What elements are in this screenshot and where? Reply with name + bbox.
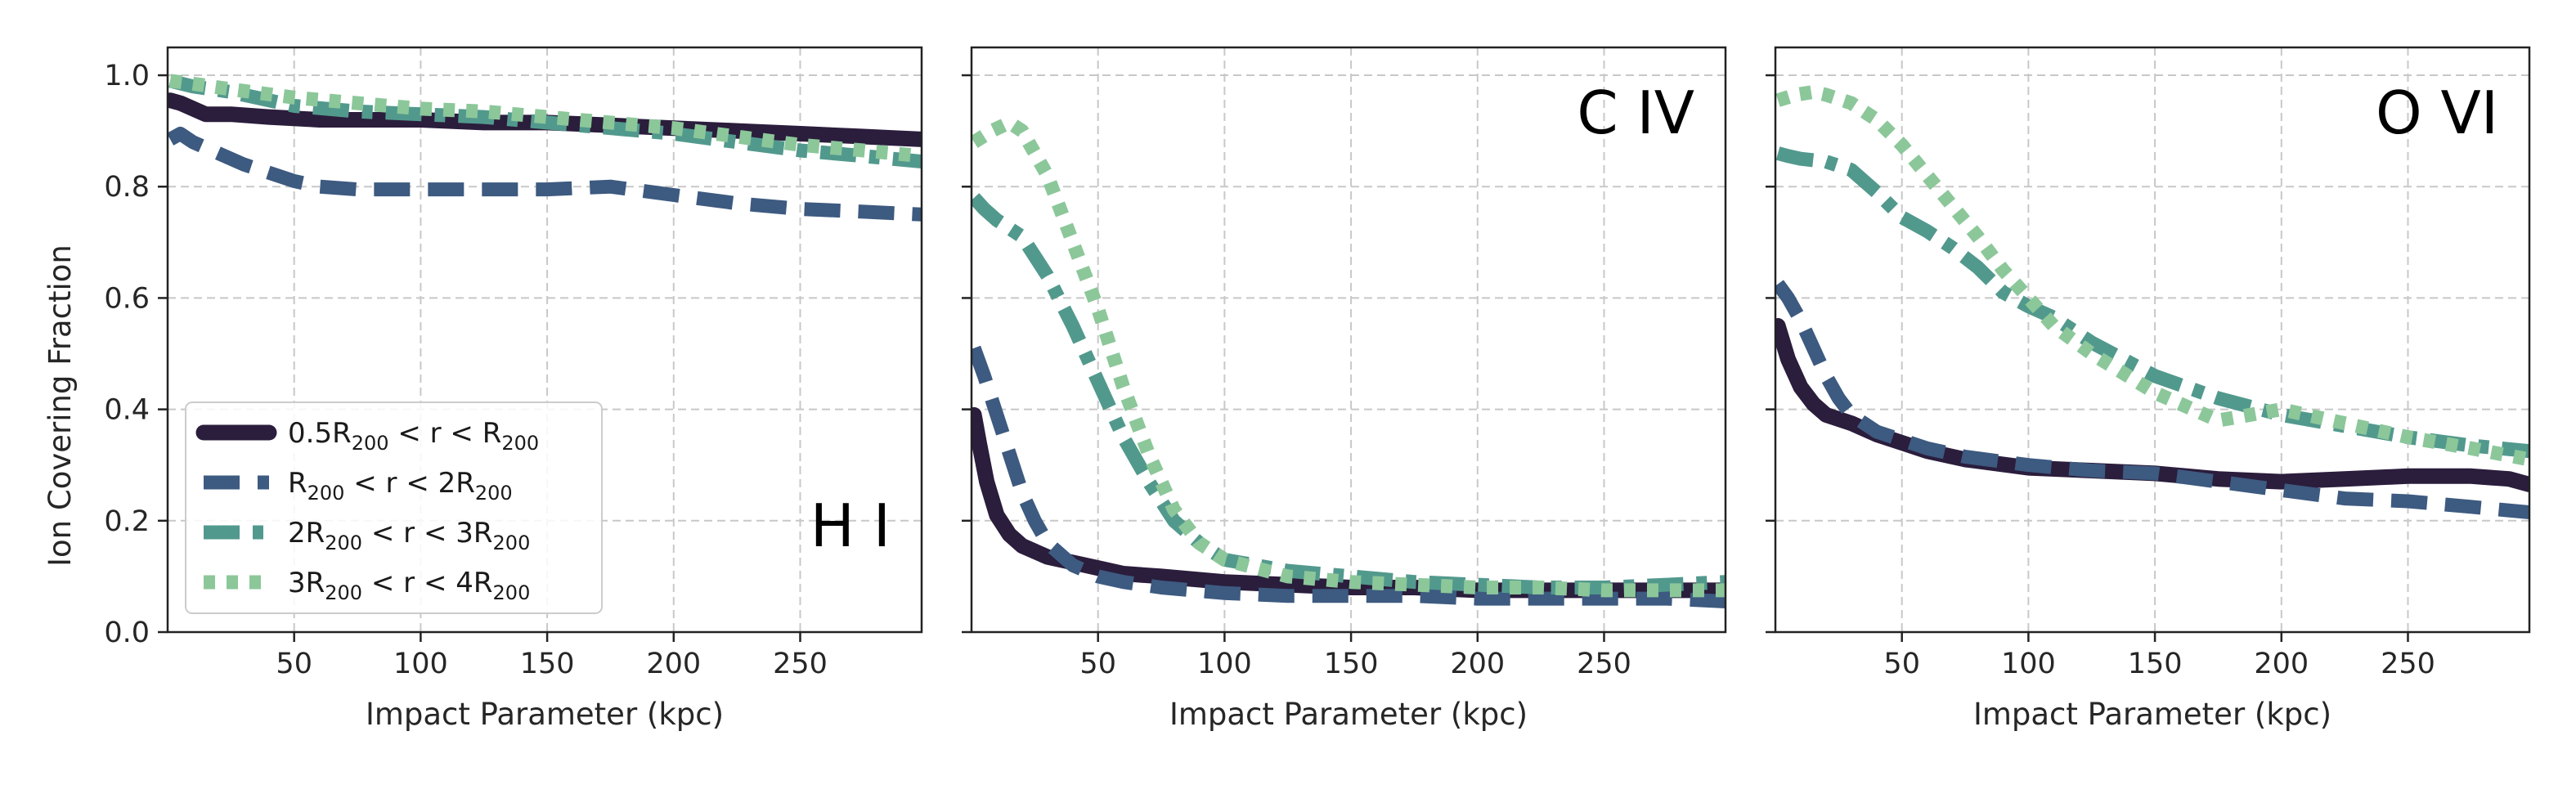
x-tick-label: 250: [2381, 648, 2435, 680]
series-line-dashed: [972, 345, 1726, 608]
x-tick-label: 100: [2001, 648, 2056, 680]
y-tick-label: 0.8: [104, 171, 150, 204]
x-axis-label: Impact Parameter (kpc): [1973, 697, 2331, 732]
series-line-dashed: [1775, 280, 2529, 520]
y-tick-label: 0.0: [104, 617, 150, 649]
axes-frame: [970, 46, 1727, 634]
x-axis-label: Impact Parameter (kpc): [366, 697, 724, 732]
x-tick-label: 50: [276, 648, 312, 680]
series-group: [1775, 85, 2529, 520]
series-line-dotted: [972, 115, 1726, 598]
series-line-dashdot: [972, 193, 1726, 594]
x-tick-label: 150: [1324, 648, 1379, 680]
y-tick-label: 0.4: [104, 394, 150, 427]
series-line-solid: [168, 92, 922, 147]
x-tick-label: 50: [1079, 648, 1116, 680]
series-line-solid: [972, 406, 1726, 599]
panel-h-i: 50 100 150 200 250 0.0 0.2 0.4 0.6 0.8 1.0 Impact P…: [104, 46, 923, 732]
axes-frame: [166, 46, 923, 634]
series-line-dashdot: [1775, 146, 2529, 459]
y-tick-label: 1.0: [104, 60, 150, 92]
x-tick-label: 150: [2128, 648, 2183, 680]
x-axis-label: Impact Parameter (kpc): [1169, 697, 1528, 732]
legend-box: [185, 401, 603, 614]
x-tick-label: 50: [1883, 648, 1920, 680]
x-tick-label: 200: [2254, 648, 2309, 680]
legend-entry-label: 0.5R200 < r < R200: [288, 417, 539, 455]
y-axis-label: Ion Covering Fraction: [43, 244, 78, 567]
legend-entry-label: 2R200 < r < 3R200: [288, 517, 530, 554]
x-tick-label: 100: [393, 648, 448, 680]
series-group: [972, 115, 1726, 608]
panel-c-iv: 50 100 150 200 250 Impact Parameter (kpc) C IV: [962, 46, 1727, 732]
ion-label: H I: [810, 491, 891, 560]
x-tick-label: 200: [1450, 648, 1505, 680]
series-line-dotted: [1775, 85, 2529, 467]
x-tick-label: 150: [520, 648, 575, 680]
legend-entry-label: 3R200 < r < 4R200: [288, 567, 530, 604]
panel-o-vi: 50 100 150 200 250 Impact Parameter (kpc) O VI: [1766, 46, 2531, 732]
x-tick-label: 100: [1197, 648, 1252, 680]
x-tick-label: 200: [646, 648, 701, 680]
ion-label: O VI: [2376, 78, 2498, 147]
x-tick-label: 250: [773, 648, 828, 680]
y-tick-label: 0.6: [104, 282, 150, 315]
series-line-dashed: [168, 127, 922, 222]
ion-label: C IV: [1577, 78, 1694, 147]
axes-frame: [1774, 46, 2531, 634]
series-line-solid: [1775, 318, 2529, 492]
x-tick-label: 250: [1577, 648, 1631, 680]
y-tick-label: 0.2: [104, 505, 150, 538]
legend-entry-label: R200 < r < 2R200: [288, 467, 513, 505]
series-line-dotted: [169, 74, 922, 164]
legend: 0.5R200 < r < R200 R200 < r < 2R200 2R200 …: [185, 401, 603, 614]
series-group: [168, 74, 922, 222]
